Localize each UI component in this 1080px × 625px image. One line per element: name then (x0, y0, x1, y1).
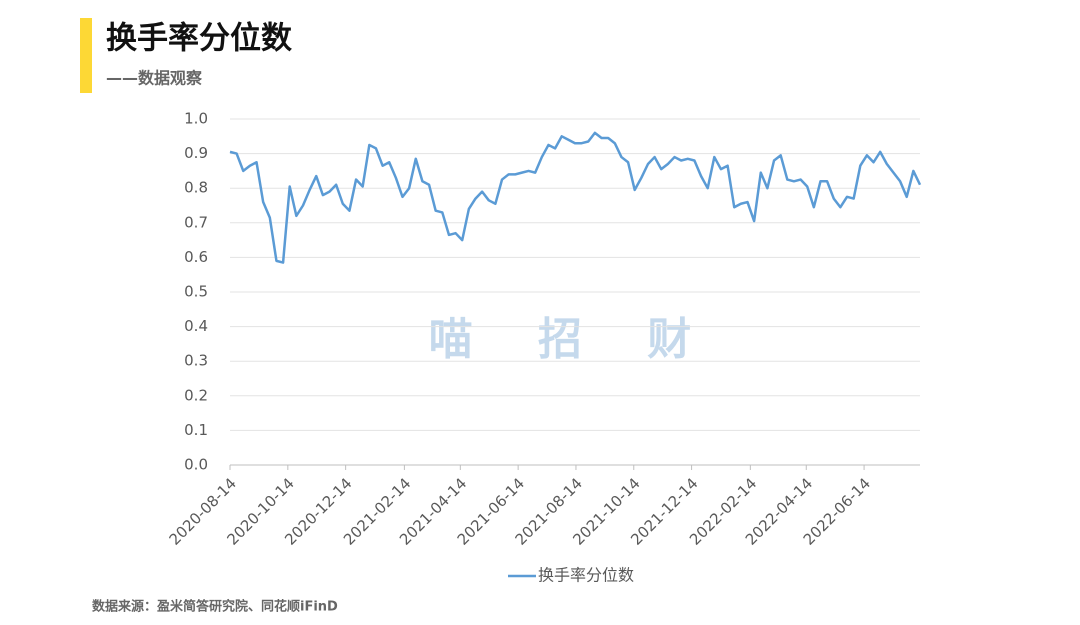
y-tick-label: 0.1 (184, 421, 208, 439)
legend-label: 换手率分位数 (538, 566, 634, 585)
chart-title: 换手率分位数 (106, 21, 292, 57)
accent-bar (80, 18, 92, 93)
line-series (229, 131, 922, 264)
y-tick-label: 0.0 (184, 456, 208, 474)
y-tick-label: 0.2 (184, 386, 208, 404)
watermark: 喵 招 财 (429, 314, 692, 365)
y-tick-label: 0.3 (184, 352, 208, 370)
y-tick-label: 0.4 (184, 317, 208, 335)
chart-subtitle: ——数据观察 (106, 69, 203, 88)
y-tick-label: 1.0 (184, 110, 208, 128)
y-tick-label: 0.8 (184, 179, 208, 197)
y-tick-label: 0.6 (184, 248, 208, 266)
y-tick-label: 0.7 (184, 213, 208, 231)
y-tick-label: 0.9 (184, 144, 208, 162)
y-tick-label: 0.5 (184, 283, 208, 301)
source-note: 数据来源：盈米简答研究院、同花顺iFinD (92, 599, 338, 615)
